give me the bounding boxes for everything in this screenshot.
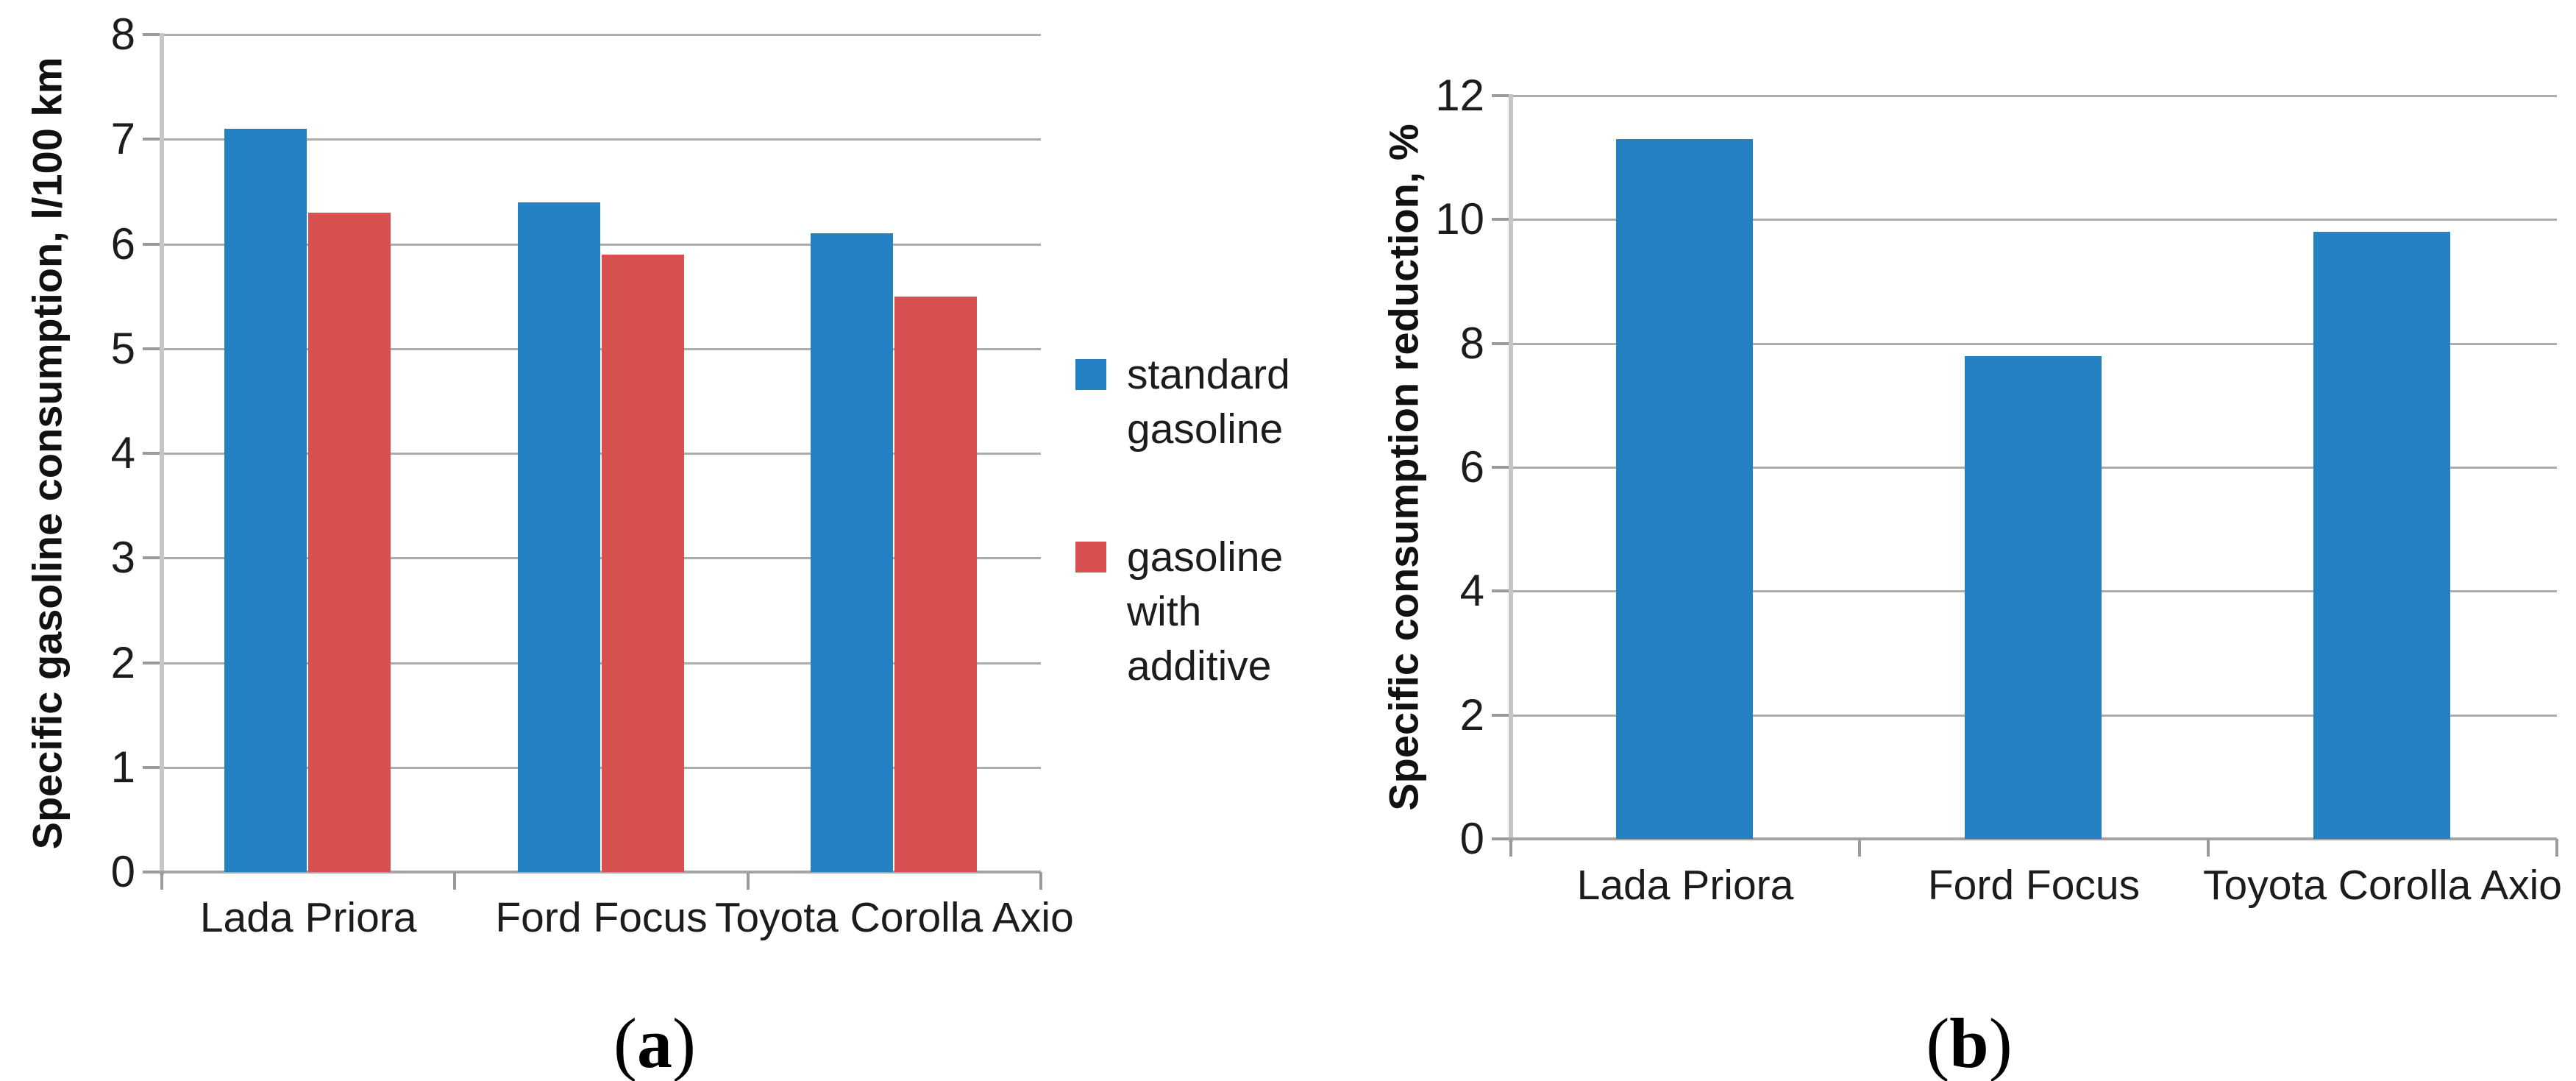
y-tick-label-1: 1 — [110, 742, 135, 792]
y-tick-mark-2 — [143, 661, 162, 664]
y-tick-label-12: 12 — [1435, 71, 1484, 120]
y-tick-label-6: 6 — [1459, 442, 1484, 492]
gridline-y8 — [162, 34, 1041, 36]
y-tick-mark-6 — [1492, 466, 1511, 469]
y-axis-line-b — [1509, 94, 1513, 842]
x-tick-mark-b-2 — [2207, 839, 2210, 857]
y-tick-label-6: 6 — [110, 219, 135, 269]
x-category-label-b-1: Lada Priora — [1576, 862, 1794, 909]
x-category-label-a-2: Ford Focus — [495, 894, 708, 941]
y-tick-label-8: 8 — [1459, 318, 1484, 368]
bar-b-toyota-corolla-axio-series1 — [2313, 232, 2450, 839]
bar-a-toyota-corolla-axio-series1 — [810, 233, 893, 872]
gridline-y10 — [1511, 219, 2557, 221]
y-tick-label-5: 5 — [110, 323, 135, 373]
x-tick-mark-a-2 — [746, 872, 750, 890]
x-category-label-b-2: Ford Focus — [1927, 862, 2141, 909]
y-tick-label-2: 2 — [1459, 690, 1484, 740]
y-tick-mark-0 — [143, 871, 162, 873]
bar-a-ford-focus-series2 — [601, 254, 684, 872]
y-tick-mark-2 — [1492, 713, 1511, 717]
x-tick-mark-a-3 — [1039, 872, 1042, 890]
bar-b-ford-focus-series1 — [1965, 355, 2102, 839]
y-axis-line-a — [160, 33, 164, 875]
y-tick-mark-6 — [143, 242, 162, 246]
y-tick-mark-3 — [143, 556, 162, 560]
y-tick-label-3: 3 — [110, 533, 135, 583]
x-tick-mark-a-0 — [160, 872, 163, 890]
y-tick-mark-5 — [143, 347, 162, 350]
y-tick-label-2: 2 — [110, 637, 135, 687]
x-tick-mark-b-1 — [1858, 839, 1861, 857]
gridline-y8 — [1511, 342, 2557, 345]
y-tick-label-4: 4 — [110, 428, 135, 478]
x-axis-line-a — [160, 871, 1041, 873]
y-tick-mark-4 — [143, 452, 162, 455]
legend-swatch-blue-icon — [1075, 359, 1106, 390]
legend-item-1: standard gasoline — [1075, 347, 1348, 456]
legend-label-2: gasoline with additive — [1127, 534, 1284, 690]
y-tick-label-4: 4 — [1459, 566, 1484, 616]
caption-a: (a) — [613, 1004, 696, 1081]
y-tick-mark-10 — [1492, 218, 1511, 221]
y-tick-mark-8 — [1492, 341, 1511, 345]
y-tick-mark-1 — [143, 765, 162, 769]
x-tick-mark-b-0 — [1509, 839, 1512, 857]
y-tick-label-10: 10 — [1435, 194, 1484, 244]
bar-a-lada-priora-series1 — [224, 129, 307, 872]
bar-a-toyota-corolla-axio-series2 — [894, 296, 977, 872]
y-tick-mark-4 — [1492, 589, 1511, 593]
bar-b-lada-priora-series1 — [1616, 138, 1753, 839]
y-tick-label-7: 7 — [110, 114, 135, 164]
y-tick-mark-0 — [1492, 837, 1511, 840]
legend-label-1: standard gasoline — [1127, 351, 1290, 453]
x-category-label-b-3: Toyota Corolla Axio — [2203, 862, 2562, 909]
x-category-label-a-1: Lada Priora — [199, 894, 417, 941]
x-tick-mark-a-1 — [453, 872, 457, 890]
y-axis-title-b: Specific consumption reduction, % — [1380, 124, 1427, 811]
caption-b: (b) — [1926, 1004, 2013, 1081]
y-tick-label-8: 8 — [110, 10, 135, 59]
bar-a-ford-focus-series1 — [517, 202, 600, 872]
legend-swatch-red-icon — [1075, 542, 1106, 573]
y-tick-mark-7 — [143, 138, 162, 141]
gridline-y7 — [162, 138, 1041, 141]
legend-item-2: gasoline with additive — [1075, 530, 1348, 693]
y-tick-label-0: 0 — [1459, 814, 1484, 863]
gridline-y12 — [1511, 95, 2557, 97]
x-tick-mark-b-3 — [2555, 839, 2558, 857]
bar-a-lada-priora-series2 — [308, 212, 391, 872]
legend: standard gasoline gasoline with additive — [1075, 347, 1348, 693]
y-tick-mark-8 — [143, 33, 162, 36]
y-axis-title-a: Specific gasoline consumption, l/100 km — [24, 57, 71, 850]
y-tick-label-0: 0 — [110, 847, 135, 896]
x-category-label-a-3: Toyota Corolla Axio — [714, 894, 1074, 941]
y-tick-mark-12 — [1492, 94, 1511, 97]
gridline-y6 — [162, 243, 1041, 246]
x-axis-line-b — [1509, 837, 2557, 840]
